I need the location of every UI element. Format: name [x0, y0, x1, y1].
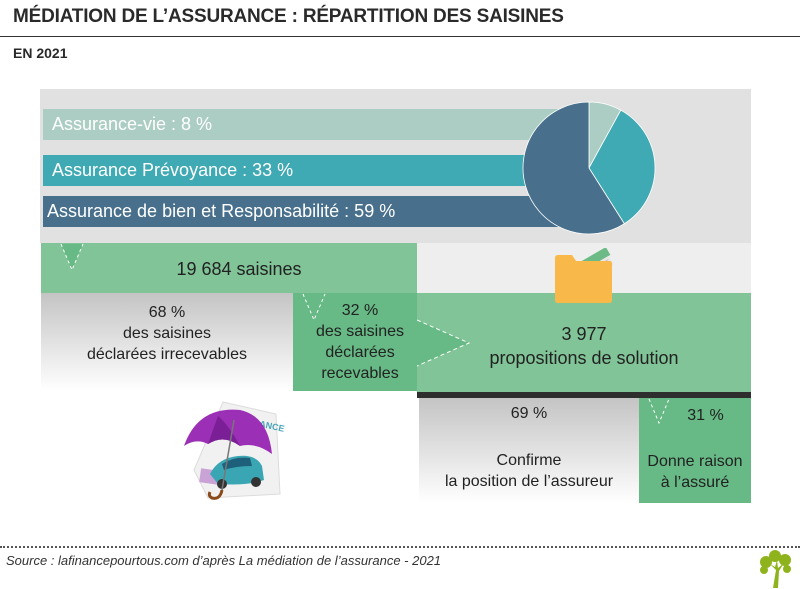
category-bar-assurance-bien: Assurance de bien et Responsabilité : 59…	[43, 196, 563, 227]
solutions-caption: propositions de solution	[489, 348, 679, 368]
umbrella-car-insurance-illustration: ASSURANCE	[184, 401, 285, 500]
solutions-divider	[417, 392, 751, 398]
confirme-line2: la position de l’assureur	[444, 473, 614, 490]
source-note: Source : lafinancepourtous.com d’après L…	[6, 553, 442, 568]
solutions-count: 3 977	[561, 324, 607, 344]
recevables-line2: déclarées	[325, 344, 395, 361]
recevables-line1: des saisines	[315, 323, 405, 340]
recevables-label: 32 % des saisines déclarées recevables	[300, 300, 420, 384]
confirme-line1: Confirme	[496, 452, 562, 469]
title-divider	[0, 36, 800, 37]
footer-divider	[0, 546, 800, 548]
total-saisines-box	[41, 243, 417, 293]
confirme-pct: 69 %	[510, 405, 548, 422]
solutions-box	[417, 293, 751, 392]
recevables-line3: recevables	[321, 365, 399, 382]
category-bar-assurance-vie: Assurance-vie : 8 %	[43, 109, 603, 140]
recevables-pct: 32 %	[341, 302, 379, 319]
total-saisines-label: 19 684 saisines	[176, 259, 302, 279]
irrecevables-line2: déclarées irrecevables	[86, 346, 248, 363]
raison-label: Donne raison à l’assuré	[639, 451, 751, 493]
irrecevables-pct: 68 %	[148, 304, 186, 321]
raison-pct: 31 %	[687, 407, 724, 424]
down-arrow-icon	[60, 243, 84, 272]
raison-line2: à l’assuré	[660, 474, 730, 491]
pie-chart	[522, 101, 656, 235]
irrecevables-box	[41, 293, 293, 391]
pie-slice-assurance-de-bien-et-responsabilit-	[522, 101, 625, 235]
tree-logo-icon	[760, 550, 791, 588]
raison-box	[639, 398, 751, 503]
category-bar-assurance-prevoyance: Assurance Prévoyance : 33 %	[43, 155, 563, 186]
irrecevables-line1: des saisines	[122, 325, 212, 342]
confirme-label: Confirme la position de l’assureur	[419, 450, 639, 492]
page-title: MÉDIATION DE L’ASSURANCE : RÉPARTITION D…	[13, 6, 564, 27]
raison-line1: Donne raison	[647, 453, 743, 470]
recevables-box	[293, 293, 417, 391]
confirme-box	[419, 398, 639, 503]
irrecevables-label: 68 % des saisines déclarées irrecevables	[41, 302, 293, 365]
down-arrow-icon	[648, 398, 670, 425]
pie-slice-assurance-pr-voyance	[588, 109, 656, 225]
page-subtitle: EN 2021	[13, 45, 68, 61]
solutions-label: 3 977 propositions de solution	[417, 322, 751, 370]
folder-icon	[555, 248, 614, 303]
right-arrow-icon	[417, 319, 471, 367]
